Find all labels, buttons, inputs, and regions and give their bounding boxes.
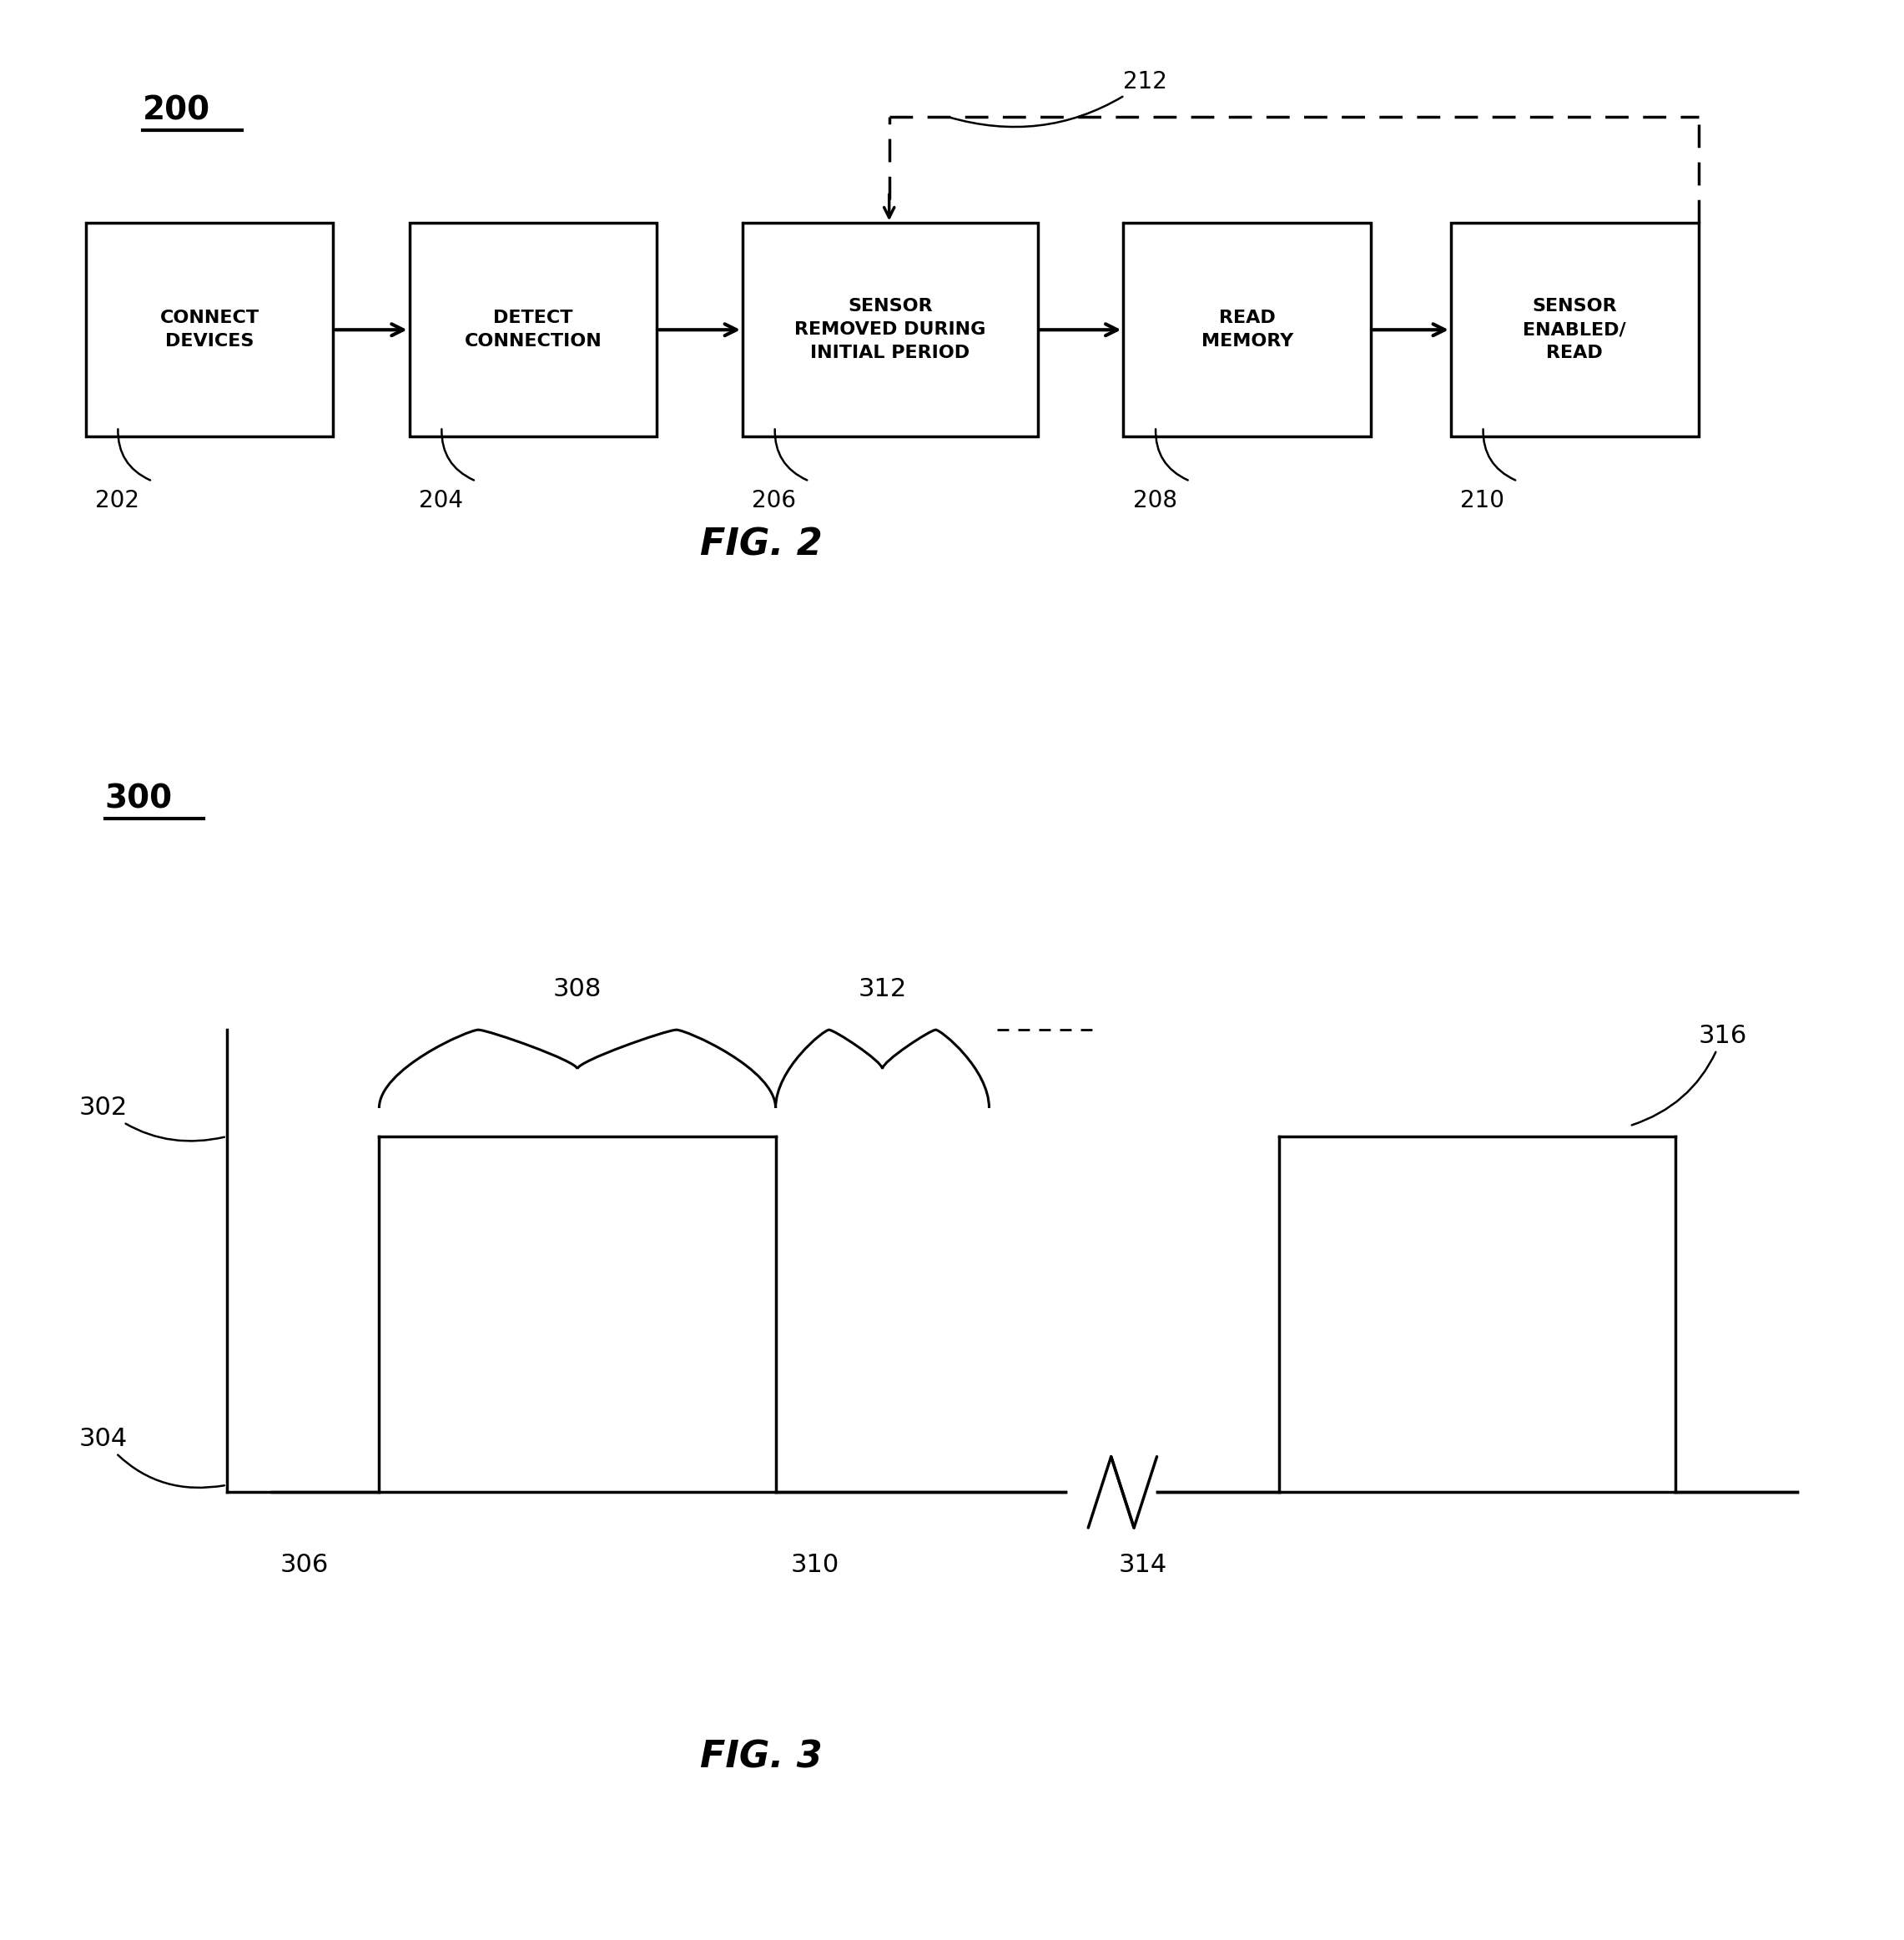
Text: 204: 204 [419,489,463,512]
Text: FIG. 2: FIG. 2 [701,528,823,563]
Text: FIG. 3: FIG. 3 [701,1740,823,1775]
Bar [86,223,333,436]
Text: 212: 212 [948,70,1167,126]
Text: DETECT
CONNECTION: DETECT CONNECTION [465,310,602,349]
Bar [1451,223,1698,436]
Text: 314: 314 [1120,1552,1167,1577]
Text: 308: 308 [552,978,602,1001]
Text: 202: 202 [95,489,139,512]
Text: 206: 206 [752,489,796,512]
Text: 316: 316 [1632,1024,1746,1125]
Text: SENSOR
REMOVED DURING
INITIAL PERIOD: SENSOR REMOVED DURING INITIAL PERIOD [794,299,986,361]
Text: CONNECT
DEVICES: CONNECT DEVICES [160,310,259,349]
Text: READ
MEMORY: READ MEMORY [1201,310,1293,349]
Text: 200: 200 [143,95,211,126]
Text: 304: 304 [78,1426,225,1488]
Text: 208: 208 [1133,489,1177,512]
Text: 306: 306 [280,1552,329,1577]
Text: 300: 300 [105,784,173,815]
Text: 310: 310 [790,1552,840,1577]
Bar [1123,223,1371,436]
Text: 210: 210 [1460,489,1504,512]
Text: 312: 312 [859,978,906,1001]
Text: 302: 302 [78,1096,225,1141]
Bar [743,223,1038,436]
Bar [409,223,657,436]
Text: SENSOR
ENABLED/
READ: SENSOR ENABLED/ READ [1523,299,1626,361]
